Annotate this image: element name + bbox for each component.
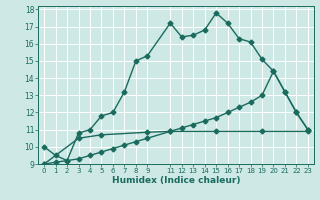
X-axis label: Humidex (Indice chaleur): Humidex (Indice chaleur)	[112, 176, 240, 185]
